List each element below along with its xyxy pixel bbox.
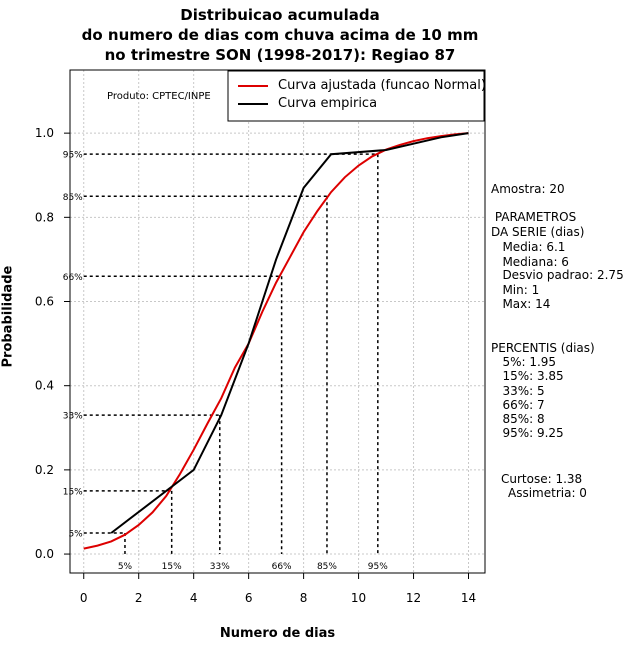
product-annotation: Produto: CPTEC/INPE bbox=[107, 91, 211, 102]
x-tick-label: 14 bbox=[461, 591, 476, 605]
percentile-line: PERCENTIS (dias) bbox=[491, 341, 595, 355]
y-tick-label: 0.4 bbox=[35, 379, 54, 393]
percentile-label-bottom: 66% bbox=[272, 562, 292, 572]
kurtosis: Curtose: 1.38 bbox=[501, 472, 583, 486]
legend-label-empirical: Curva empirica bbox=[278, 96, 378, 111]
x-tick-label: 12 bbox=[406, 591, 421, 605]
series-lines bbox=[83, 132, 469, 550]
param-line: Desvio padrao: 2.75 bbox=[491, 268, 624, 282]
grid-lines bbox=[70, 70, 485, 573]
x-tick-label: 4 bbox=[190, 591, 198, 605]
percentile-label-left: 33% bbox=[63, 412, 83, 422]
fitted-normal-curve bbox=[83, 132, 469, 550]
x-tick-label: 6 bbox=[245, 591, 253, 605]
x-tick-label: 2 bbox=[135, 591, 143, 605]
percentile-label-left: 95% bbox=[63, 151, 83, 161]
plot-frame bbox=[69, 69, 486, 574]
percentile-line: 66%: 7 bbox=[491, 398, 545, 412]
y-axis-label: Probabilidade bbox=[0, 265, 16, 368]
legend-box bbox=[227, 70, 485, 122]
percentile-label-left: 5% bbox=[68, 530, 83, 540]
percentile-label-left: 66% bbox=[63, 273, 83, 283]
percentile-label-bottom: 15% bbox=[162, 562, 182, 572]
y-tick-label: 1.0 bbox=[35, 126, 54, 140]
param-line: PARAMETROS bbox=[491, 210, 577, 224]
x-axis-label: Numero de dias bbox=[219, 626, 336, 641]
chart-title-line-1: Distribuicao acumulada bbox=[180, 6, 380, 24]
percentile-label-bottom: 95% bbox=[368, 562, 388, 572]
y-tick-label: 0.0 bbox=[35, 547, 54, 561]
percentile-line: 85%: 8 bbox=[491, 412, 545, 426]
percentile-label-left: 85% bbox=[63, 193, 83, 203]
legend-label-fitted: Curva ajustada (funcao Normal) bbox=[278, 78, 486, 93]
param-line: Mediana: 6 bbox=[491, 255, 569, 269]
percentile-line: 5%: 1.95 bbox=[491, 355, 557, 369]
x-tick-label: 10 bbox=[351, 591, 366, 605]
percentile-guides: 5% 5% 15% 15% 33% 33% 66% 66% 85% 85% 95% 95% bbox=[63, 151, 389, 572]
param-line: DA SERIE (dias) bbox=[491, 225, 585, 239]
percentile-line: 15%: 3.85 bbox=[491, 369, 564, 383]
percentile-label-bottom: 5% bbox=[118, 562, 133, 572]
chart-title-line-2: do numero de dias com chuva acima de 10 … bbox=[81, 26, 479, 44]
percentile-label-left: 15% bbox=[63, 487, 83, 497]
param-line: Max: 14 bbox=[491, 297, 551, 311]
x-tick-label: 0 bbox=[80, 591, 88, 605]
percentile-line: 33%: 5 bbox=[491, 384, 545, 398]
sample-size: Amostra: 20 bbox=[491, 182, 565, 196]
y-tick-label: 0.6 bbox=[35, 295, 54, 309]
percentile-label-bottom: 85% bbox=[317, 562, 337, 572]
y-tick-label: 0.2 bbox=[35, 463, 54, 477]
axes: 0 2 4 6 8 10 12 14 0.0 0.2 0.4 0.6 0.8 1.0 bbox=[35, 126, 476, 605]
percentile-label-bottom: 33% bbox=[210, 562, 230, 572]
y-tick-label: 0.8 bbox=[35, 210, 54, 224]
param-line: Media: 6.1 bbox=[491, 240, 566, 254]
x-tick-label: 8 bbox=[300, 591, 308, 605]
chart-title-line-3: no trimestre SON (1998-2017): Regiao 87 bbox=[104, 46, 456, 64]
empirical-curve bbox=[110, 132, 469, 534]
legend bbox=[227, 70, 485, 122]
percentile-line: 95%: 9.25 bbox=[491, 426, 564, 440]
param-line: Min: 1 bbox=[491, 283, 540, 297]
skewness: Assimetria: 0 bbox=[508, 486, 587, 500]
